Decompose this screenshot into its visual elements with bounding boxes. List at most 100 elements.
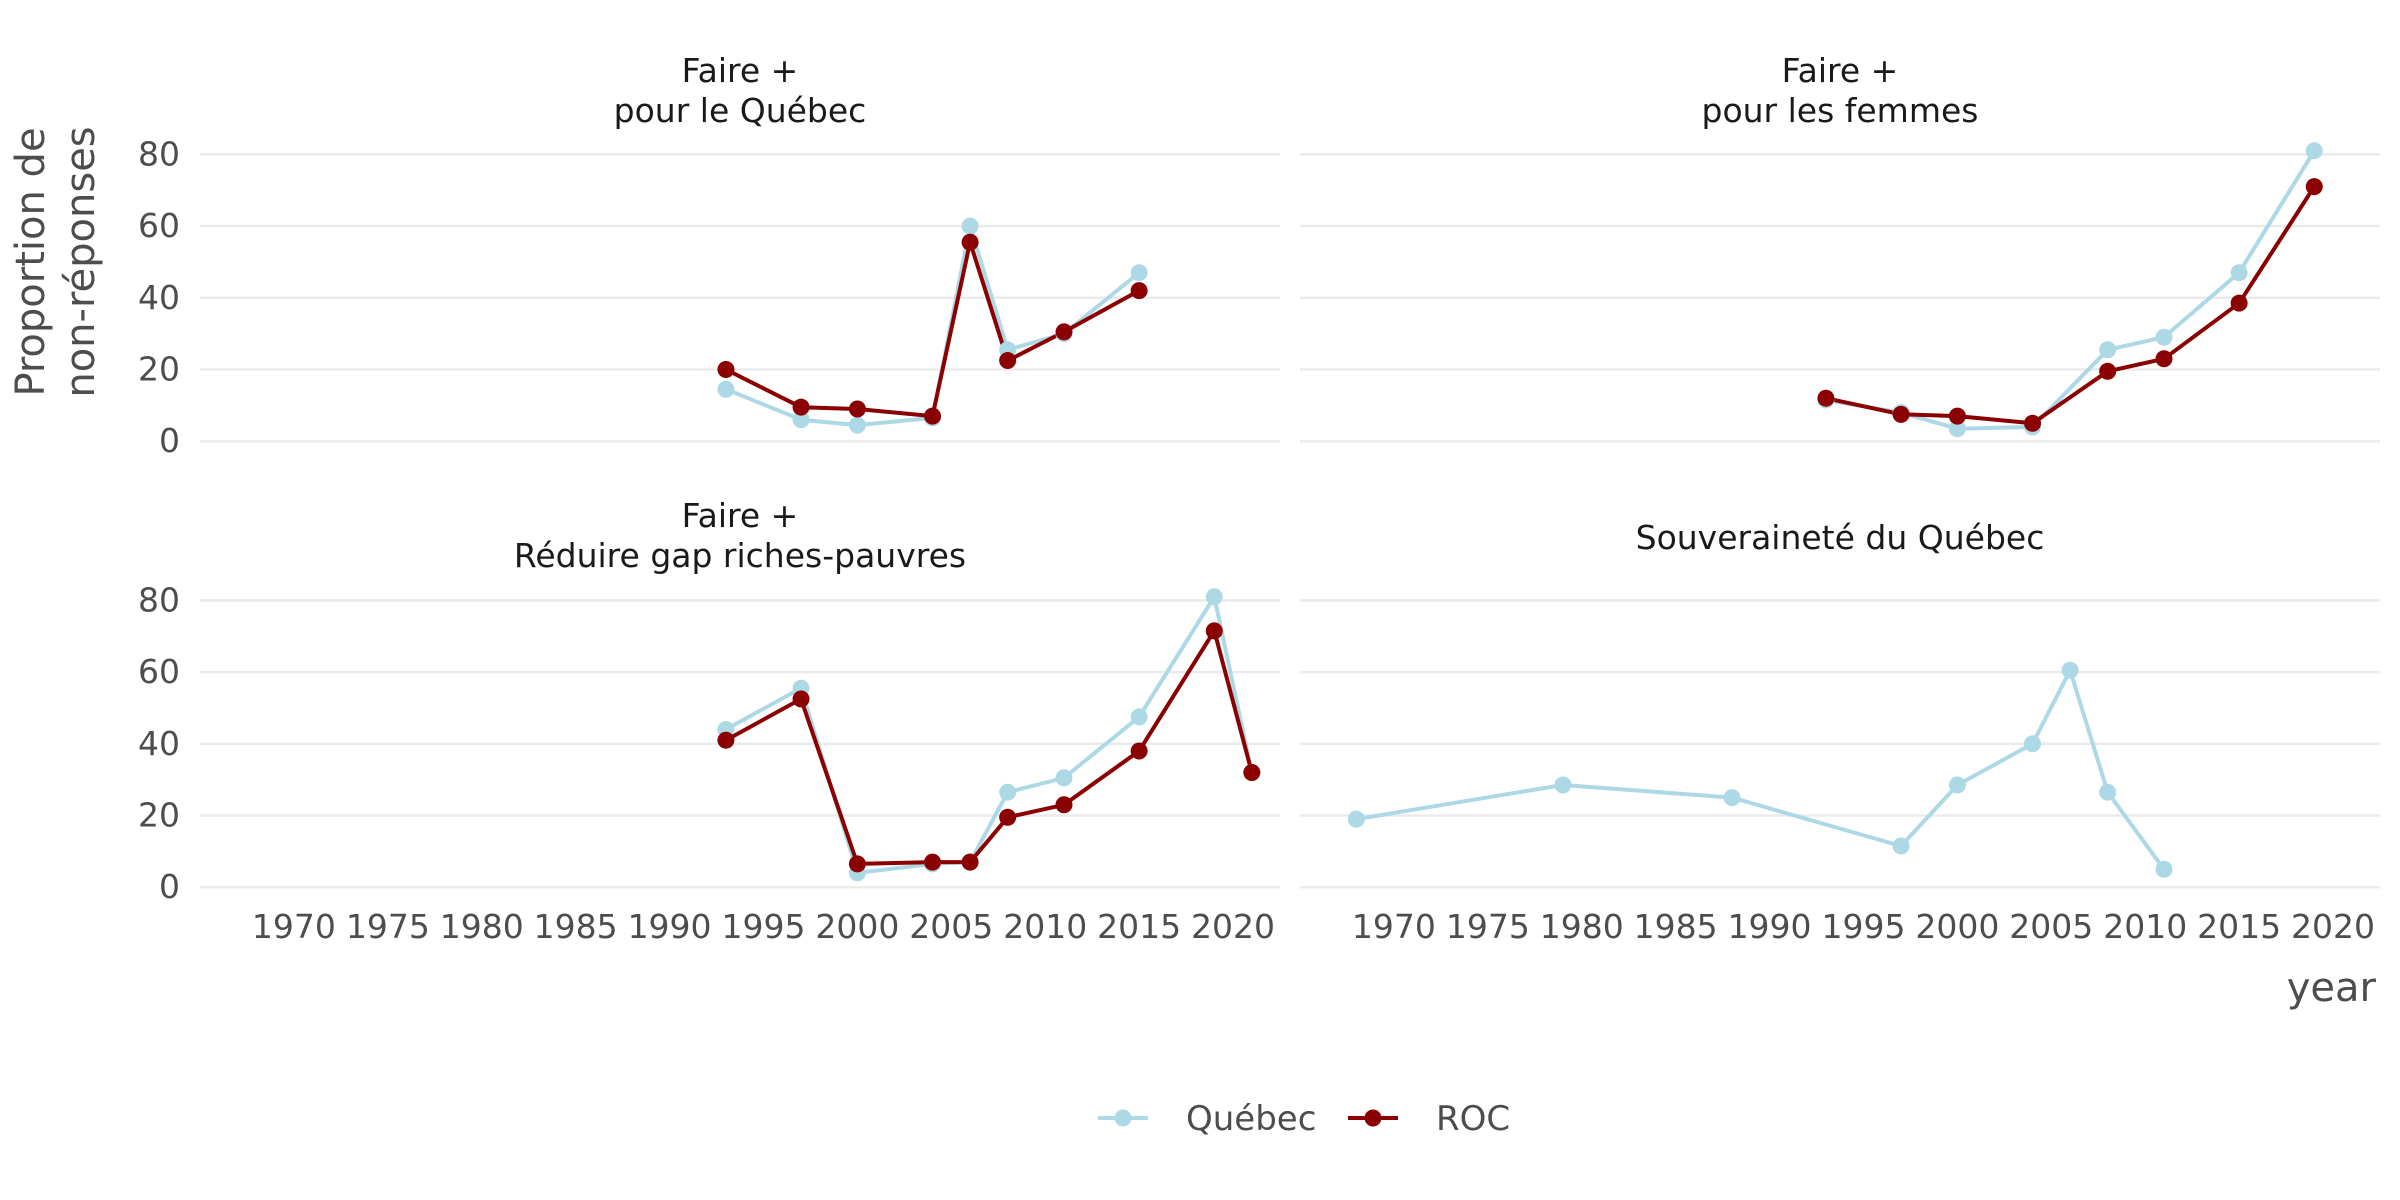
x-tick-label: 1985: [1634, 907, 1718, 946]
legend: Québec ROC: [1098, 1099, 1510, 1139]
legend-label-quebec: Québec: [1186, 1099, 1316, 1139]
data-point-roc: [961, 233, 979, 251]
x-tick-label: 2015: [2197, 907, 2281, 946]
y-tick-label: 40: [138, 724, 180, 763]
data-point-québec: [961, 217, 979, 235]
series-line-roc: [724, 628, 1254, 866]
data-point-québec: [999, 783, 1017, 801]
facet-title: Souveraineté du Québec: [1636, 518, 2045, 557]
y-tick-label: 60: [138, 652, 180, 691]
legend-label-roc: ROC: [1436, 1099, 1510, 1139]
y-tick-label: 20: [138, 796, 180, 835]
facet-title-line-2: Réduire gap riches-pauvres: [514, 536, 966, 575]
x-tick-label: 2005: [2009, 907, 2093, 946]
x-tick-label: 2020: [2291, 907, 2375, 946]
data-point-roc: [717, 361, 735, 379]
data-point-roc: [999, 352, 1017, 370]
data-point-roc: [1817, 389, 1835, 407]
y-axis-title-line-1: Proportion de: [8, 127, 54, 396]
data-point-roc: [2230, 294, 2248, 312]
y-tick-label: 60: [138, 206, 180, 245]
x-axis-title: year: [2287, 965, 2377, 1011]
data-point-roc: [1205, 622, 1223, 640]
x-tick-label: 1990: [1728, 907, 1812, 946]
data-point-québec: [1347, 810, 1365, 828]
x-tick-label: 2005: [909, 907, 993, 946]
facet-title-line-1: Faire +: [1782, 51, 1899, 90]
legend-key-quebec-point: [1114, 1109, 1132, 1127]
x-tick-label: 1980: [440, 907, 524, 946]
panel-4: Souveraineté du Québec 1970 1975 1980 1985 19…: [1300, 518, 2380, 946]
data-point-québec: [1055, 769, 1073, 787]
x-tick-label: 2020: [1191, 907, 1275, 946]
data-point-roc: [2305, 178, 2323, 196]
data-point-roc: [2024, 414, 2042, 432]
data-point-québec: [1892, 837, 1910, 855]
x-tick-label: 2000: [815, 907, 899, 946]
data-point-québec: [1130, 708, 1148, 726]
x-tick-label: 1970: [1352, 907, 1436, 946]
series-line-québec: [724, 594, 1254, 875]
data-point-roc: [2099, 362, 2117, 380]
facet-title-line-1: Faire +: [682, 51, 799, 90]
data-point-roc: [1055, 796, 1073, 814]
y-tick-label: 0: [159, 421, 180, 460]
x-tick-label: 1990: [628, 907, 712, 946]
data-point-roc: [2155, 350, 2173, 368]
facet-title-line-1: Faire +: [682, 496, 799, 535]
x-tick-label: 2000: [1915, 907, 1999, 946]
y-tick-label: 80: [138, 580, 180, 619]
data-point-québec: [848, 416, 866, 434]
x-tick-label: 2010: [1003, 907, 1087, 946]
data-point-québec: [1948, 420, 1966, 438]
series-line-roc: [725, 240, 1141, 419]
data-point-roc: [924, 407, 942, 425]
x-tick-label: 1980: [1540, 907, 1624, 946]
data-point-roc: [1243, 763, 1261, 781]
y-tick-label: 80: [138, 134, 180, 173]
data-point-roc: [999, 808, 1017, 826]
x-tick-label: 1995: [1821, 907, 1905, 946]
data-point-québec: [2305, 142, 2323, 160]
data-point-québec: [2230, 264, 2248, 282]
data-point-québec: [2024, 735, 2042, 753]
panel-1: Faire +pour le Québec 0 20 40 60 80: [138, 51, 1280, 460]
data-point-québec: [2155, 328, 2173, 346]
legend-key-roc-point: [1364, 1109, 1382, 1127]
data-point-québec: [2061, 661, 2079, 679]
facet-title-line-2: pour les femmes: [1702, 91, 1979, 130]
y-tick-label: 40: [138, 278, 180, 317]
data-point-québec: [2155, 860, 2173, 878]
x-tick-label: 1985: [534, 907, 618, 946]
x-tick-label: 1975: [346, 907, 430, 946]
data-point-québec: [1130, 264, 1148, 282]
y-tick-label: 0: [159, 867, 180, 906]
x-tick-label: 1970: [252, 907, 336, 946]
series-line-québec: [1825, 149, 2317, 431]
data-point-québec: [1205, 588, 1223, 606]
x-tick-label: 2010: [2103, 907, 2187, 946]
panel-3: Faire +Réduire gap riches-pauvres 0 20 40 60…: [138, 496, 1280, 946]
data-point-québec: [1554, 776, 1572, 794]
x-tick-label: 1975: [1446, 907, 1530, 946]
axis-titles: Proportion de non-réponses year: [8, 126, 2377, 1011]
data-point-roc: [961, 853, 979, 871]
data-point-québec: [792, 411, 810, 429]
data-point-roc: [717, 731, 735, 749]
data-point-roc: [1130, 282, 1148, 300]
panel-2: Faire +pour les femmes: [1300, 51, 2380, 443]
data-point-roc: [1130, 742, 1148, 760]
series-line-québec: [1355, 668, 2166, 871]
data-point-roc: [1892, 405, 1910, 423]
data-point-québec: [1948, 776, 1966, 794]
data-point-roc: [848, 855, 866, 873]
data-point-roc: [1055, 323, 1073, 341]
data-point-roc: [1948, 407, 1966, 425]
x-tick-label: 2015: [1097, 907, 1181, 946]
data-point-roc: [848, 400, 866, 418]
data-point-roc: [792, 398, 810, 416]
data-point-québec: [1723, 789, 1741, 807]
series-line-roc: [1825, 185, 2316, 426]
